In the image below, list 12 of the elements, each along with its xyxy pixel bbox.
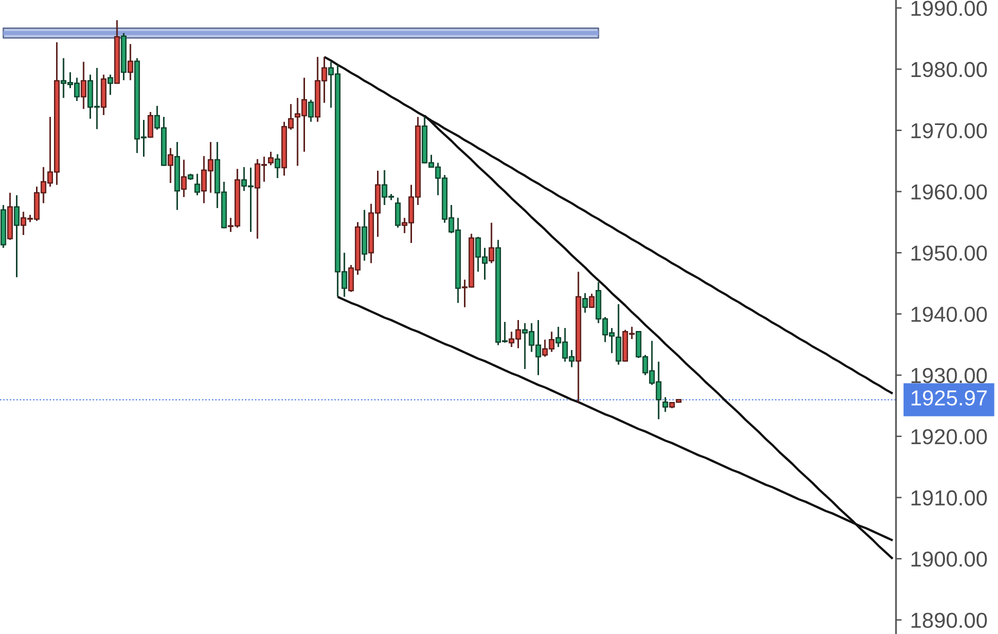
y-tick-label: 1910.00 — [912, 490, 987, 506]
y-tick-label: 1950.00 — [912, 246, 987, 261]
y-tick-label: 1930.00 — [912, 368, 987, 384]
y-tick-label: 1980.00 — [912, 62, 987, 78]
ref-line-label: 1925.97 — [912, 390, 987, 406]
y-tick-label: 1920.00 — [912, 429, 987, 444]
y-tick-label: 1970.00 — [912, 123, 987, 138]
y-tick-label: 1890.00 — [912, 612, 987, 628]
y-tick-label: 1900.00 — [912, 551, 987, 567]
y-tick-label: 1940.00 — [912, 306, 987, 322]
y-tick-label: 1990.00 — [912, 0, 987, 16]
y-tick-label: 1960.00 — [912, 184, 987, 200]
